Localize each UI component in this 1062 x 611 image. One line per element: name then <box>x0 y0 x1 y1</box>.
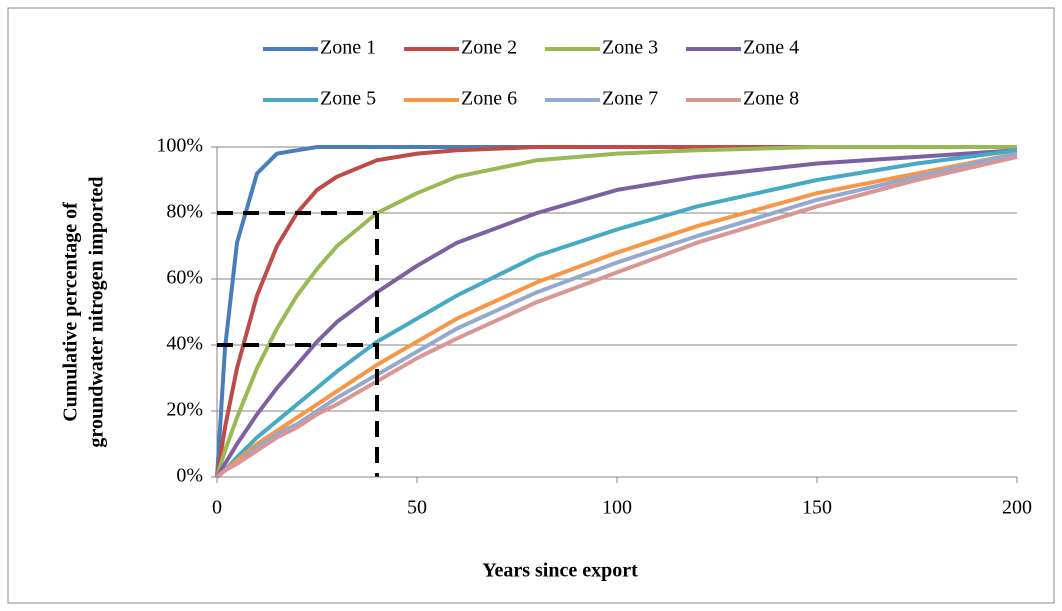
y-tick-label: 40% <box>166 333 203 355</box>
y-axis-label: groundwater nitrogen imported <box>86 176 108 447</box>
legend-label: Zone 3 <box>602 37 658 59</box>
y-tick-label: 20% <box>166 399 203 421</box>
legend-label: Zone 2 <box>461 37 517 59</box>
y-tick-label: 0% <box>176 465 203 487</box>
series-line <box>215 145 1017 478</box>
x-tick-label: 100 <box>602 497 632 519</box>
legend-label: Zone 4 <box>743 37 799 59</box>
y-tick-label: 100% <box>156 135 203 157</box>
x-tick-label: 200 <box>1002 497 1032 519</box>
x-tick-label: 0 <box>212 497 222 519</box>
y-axis-label: Cumulative percentage of <box>60 202 82 422</box>
y-tick-label: 80% <box>166 201 203 223</box>
legend-label: Zone 7 <box>602 88 658 110</box>
x-tick-label: 150 <box>802 497 832 519</box>
series-line <box>215 148 1018 479</box>
series-line <box>215 151 1018 479</box>
legend-label: Zone 5 <box>320 88 376 110</box>
y-tick-label: 60% <box>166 267 203 289</box>
x-axis-label: Years since export <box>482 560 638 582</box>
legend-label: Zone 8 <box>743 88 799 110</box>
legend-label: Zone 1 <box>320 37 376 59</box>
x-tick-label: 50 <box>407 497 427 519</box>
legend-label: Zone 6 <box>461 88 517 110</box>
